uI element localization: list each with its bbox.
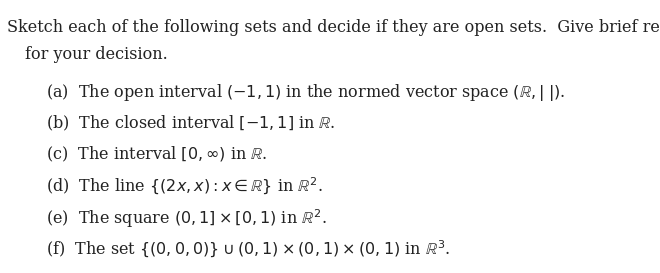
- Text: Sketch each of the following sets and decide if they are open sets.  Give brief : Sketch each of the following sets and de…: [7, 19, 660, 36]
- Text: (e)  The square $(0, 1] \times [0, 1)$ in $\mathbb{R}^2$.: (e) The square $(0, 1] \times [0, 1)$ in…: [46, 207, 327, 230]
- Text: (c)  The interval $[0, \infty)$ in $\mathbb{R}$.: (c) The interval $[0, \infty)$ in $\math…: [46, 145, 267, 164]
- Text: for your decision.: for your decision.: [25, 46, 168, 63]
- Text: (a)  The open interval $(-1, 1)$ in the normed vector space $(\mathbb{R},|\;|)$.: (a) The open interval $(-1, 1)$ in the n…: [46, 82, 566, 103]
- Text: (d)  The line $\{(2x, x) : x \in \mathbb{R}\}$ in $\mathbb{R}^2$.: (d) The line $\{(2x, x) : x \in \mathbb{…: [46, 176, 323, 197]
- Text: (b)  The closed interval $[-1, 1]$ in $\mathbb{R}$.: (b) The closed interval $[-1, 1]$ in $\m…: [46, 113, 336, 133]
- Text: (f)  The set $\{(0,0,0)\} \cup (0,1) \times (0,1) \times (0,1)$ in $\mathbb{R}^3: (f) The set $\{(0,0,0)\} \cup (0,1) \tim…: [46, 239, 451, 260]
